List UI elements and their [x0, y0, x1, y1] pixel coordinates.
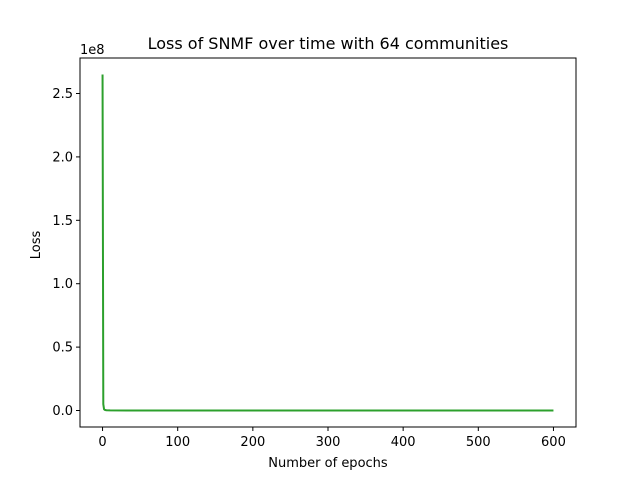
x-tick-label: 400 — [391, 435, 416, 450]
x-axis-label: Number of epochs — [268, 456, 388, 471]
series-line-0 — [101, 74, 554, 412]
y-tick-label: 2.0 — [52, 150, 73, 165]
y-tick-label: 0.5 — [52, 341, 73, 356]
plot-area: 0 100 200 300 400 500 600 0.0 0.5 1.0 1.5 2.0 2.5 — [52, 57, 577, 450]
y-tick-label: 0.0 — [52, 404, 73, 419]
x-tick-label: 200 — [240, 435, 265, 450]
y-axis-label: Loss — [29, 231, 44, 260]
x-tick-label: 300 — [316, 435, 341, 450]
y-tick-label: 1.5 — [52, 214, 73, 229]
y-axis-offset-label: 1e8 — [80, 43, 105, 58]
x-tick-label: 100 — [165, 435, 190, 450]
x-tick-label: 500 — [466, 435, 491, 450]
x-tick-label: 0 — [98, 435, 106, 450]
chart-title: Loss of SNMF over time with 64 communiti… — [148, 34, 509, 53]
y-tick-label: 1.0 — [52, 277, 73, 292]
x-tick-label: 600 — [541, 435, 566, 450]
y-tick-label: 2.5 — [52, 87, 73, 102]
